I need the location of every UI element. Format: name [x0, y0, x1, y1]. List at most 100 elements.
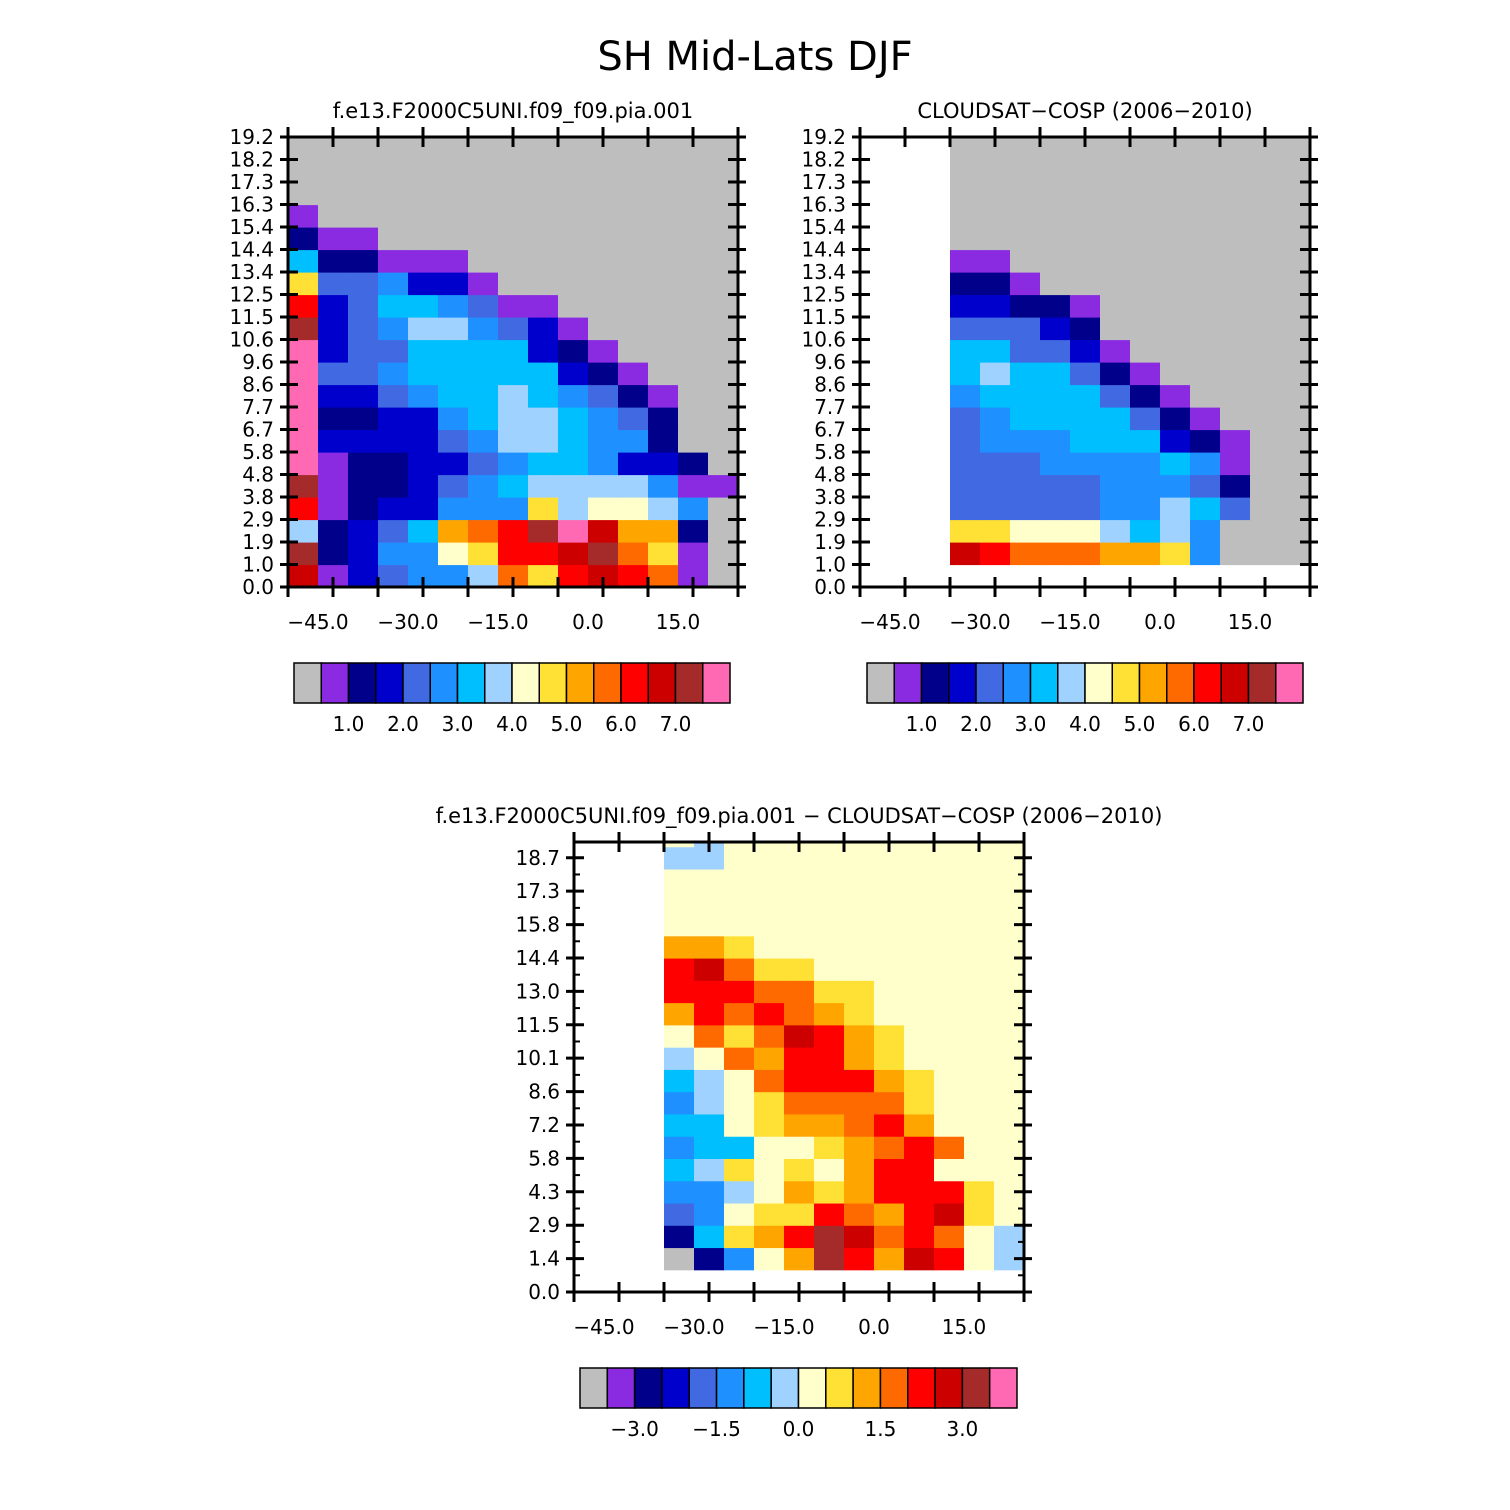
heatmap-cell — [904, 1091, 935, 1115]
heatmap-cell — [694, 1002, 725, 1026]
heatmap-cell — [724, 1136, 755, 1159]
heatmap-cell — [708, 339, 739, 363]
heatmap-cell — [844, 1247, 875, 1271]
heatmap-cell — [1220, 137, 1251, 161]
heatmap-cell — [558, 159, 589, 183]
heatmap-cell — [874, 913, 905, 937]
colorbar-label: 1.0 — [906, 712, 938, 736]
heatmap-cell — [678, 272, 709, 296]
heatmap-cell — [468, 317, 499, 341]
heatmap-cell — [528, 182, 559, 206]
heatmap-cell — [904, 1247, 935, 1271]
y-tick-label: 8.6 — [242, 373, 274, 397]
heatmap-cell — [1250, 182, 1281, 206]
heatmap-cell — [964, 935, 995, 959]
heatmap-cell — [498, 249, 529, 273]
heatmap-cell — [468, 429, 499, 453]
heatmap-cell — [528, 249, 559, 273]
heatmap-cell — [1160, 294, 1191, 318]
y-tick-label: 2.9 — [242, 508, 274, 532]
heatmap-cell — [438, 362, 469, 386]
heatmap-cell — [438, 272, 469, 296]
heatmap-cell — [1280, 272, 1311, 296]
heatmap-cell — [408, 159, 439, 183]
heatmap-cell — [874, 957, 905, 981]
heatmap-cell — [904, 1180, 935, 1204]
heatmap-cell — [648, 159, 679, 183]
heatmap-cell — [528, 542, 559, 566]
heatmap-cell — [648, 429, 679, 453]
colorbar-swatch — [934, 1367, 964, 1409]
heatmap-cell — [994, 1202, 1025, 1226]
heatmap-cell — [664, 891, 695, 915]
heatmap-cell — [934, 1247, 965, 1271]
heatmap-cell — [694, 1202, 725, 1226]
y-tick-label: 0.0 — [528, 1280, 560, 1304]
heatmap-cell — [754, 842, 785, 848]
heatmap-cell — [348, 204, 379, 228]
heatmap-cell — [904, 957, 935, 981]
heatmap-cell — [844, 1180, 875, 1204]
x-axis: −45.0 −30.0 −15.0 0.0 15.0 — [858, 127, 1312, 634]
heatmap-cell — [754, 1180, 785, 1204]
heatmap-cell — [438, 564, 469, 588]
heatmap-cell — [1160, 519, 1191, 543]
heatmap-cell — [618, 249, 649, 273]
heatmap-cell — [1010, 159, 1041, 183]
colorbar-swatch — [593, 662, 622, 704]
heatmap-cell — [648, 204, 679, 228]
colorbar-swatch — [893, 662, 923, 704]
heatmap-cell — [378, 227, 409, 251]
heatmap-cell — [1010, 362, 1041, 386]
heatmap-cell — [1280, 294, 1311, 318]
heatmap-cell — [438, 497, 469, 521]
heatmap-cell — [934, 842, 965, 848]
panel-difference: f.e13.F2000C5UNI.f09_f09.pia.001 − CLOUD… — [436, 804, 1163, 1441]
heatmap-cell — [1130, 317, 1161, 341]
heatmap-cell — [288, 137, 319, 161]
x-tick-label: −30.0 — [377, 610, 438, 634]
heatmap-cell — [498, 362, 529, 386]
heatmap-cell — [1250, 294, 1281, 318]
heatmap-cell — [438, 474, 469, 498]
heatmap-cell — [1010, 272, 1041, 296]
heatmap-cell — [1280, 474, 1311, 498]
heatmap-cell — [1280, 137, 1311, 161]
heatmap-cell — [468, 272, 499, 296]
heatmap-cell — [950, 137, 981, 161]
heatmap-cell — [318, 519, 349, 543]
heatmap-cell — [994, 1180, 1025, 1204]
heatmap-cell — [904, 1069, 935, 1093]
y-tick-label: 17.3 — [229, 170, 274, 194]
heatmap-cell — [784, 846, 815, 870]
heatmap-cell — [588, 339, 619, 363]
heatmap-cell — [528, 362, 559, 386]
heatmap-cell — [1010, 339, 1041, 363]
heatmap-cell — [814, 957, 845, 981]
heatmap-cell — [1250, 407, 1281, 431]
heatmap-cell — [814, 1136, 845, 1159]
heatmap-cell — [1250, 204, 1281, 228]
heatmap-cell — [874, 868, 905, 892]
heatmap-cell — [1040, 407, 1071, 431]
heatmap-cell — [588, 429, 619, 453]
heatmap-cell — [844, 980, 875, 1004]
heatmap-cell — [678, 384, 709, 408]
heatmap-cell — [588, 474, 619, 498]
y-tick-label: 17.3 — [515, 879, 560, 903]
x-tick-label: −45.0 — [287, 610, 348, 634]
heatmap-cell — [1070, 317, 1101, 341]
heatmap-cell — [980, 542, 1011, 566]
heatmap-cell — [934, 957, 965, 981]
heatmap-cell — [378, 294, 409, 318]
heatmap-cell — [678, 339, 709, 363]
heatmap-cell — [964, 1024, 995, 1048]
heatmap-cell — [708, 429, 739, 453]
colorbar-swatch — [988, 1367, 1018, 1409]
heatmap-cell — [874, 1069, 905, 1093]
heatmap-cell — [648, 339, 679, 363]
heatmap-cell — [378, 429, 409, 453]
heatmap-cell — [994, 1247, 1025, 1271]
heatmap-cell — [528, 519, 559, 543]
heatmap-cell — [468, 384, 499, 408]
